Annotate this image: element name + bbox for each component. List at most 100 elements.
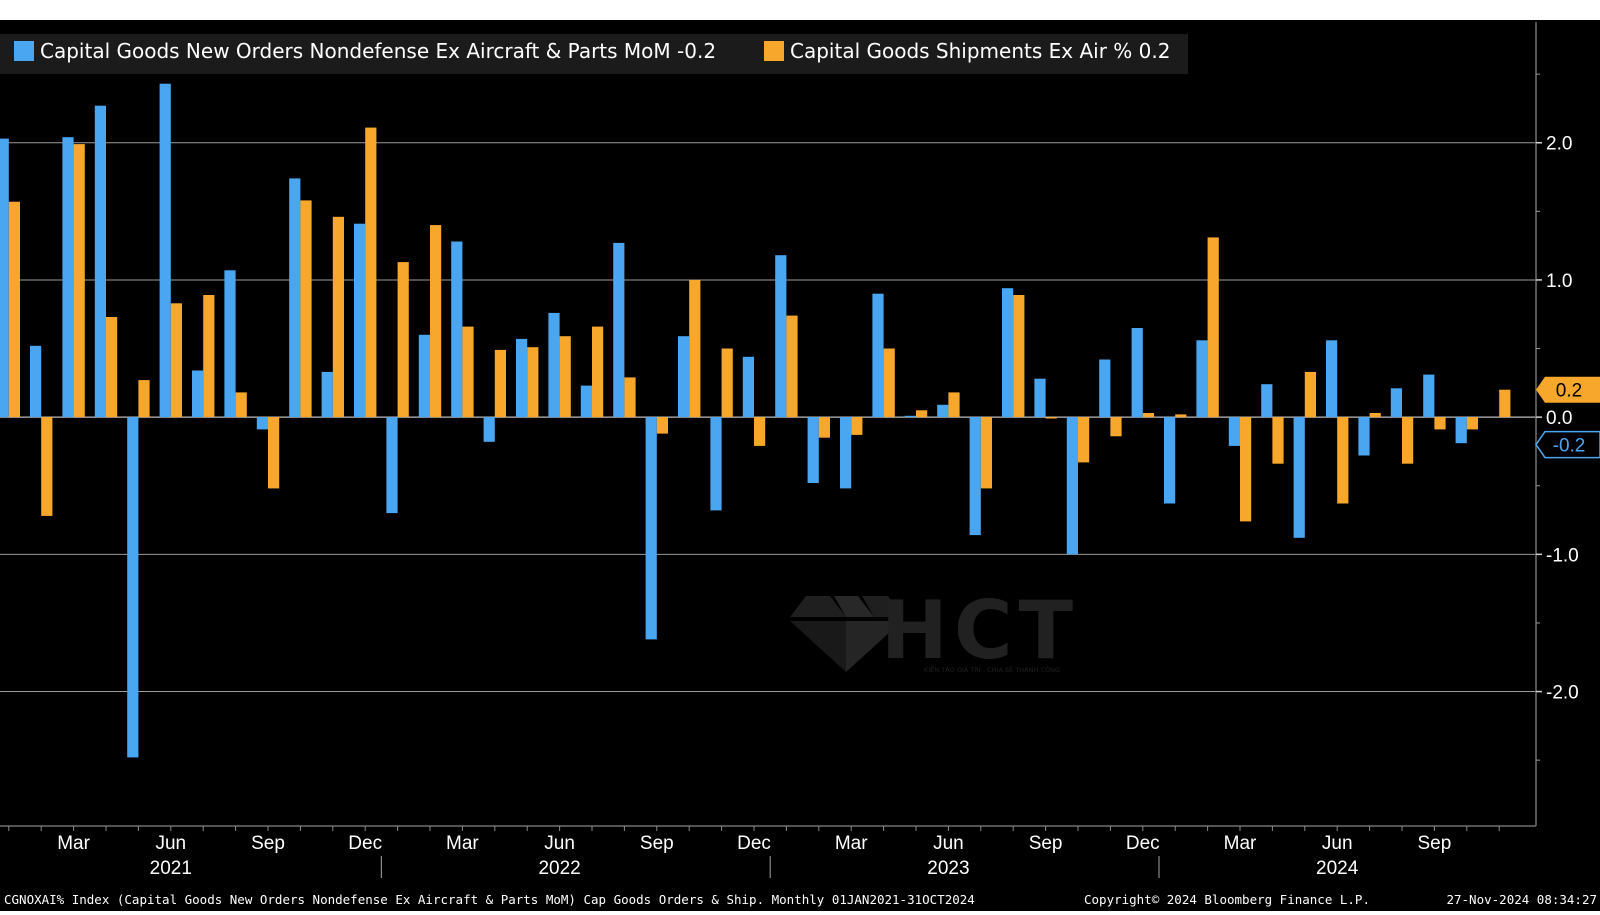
x-month-label: Dec — [737, 833, 771, 854]
x-month-label: Jun — [1322, 833, 1353, 854]
bar-new-orders — [742, 356, 754, 418]
x-year-label: 2022 — [538, 858, 580, 879]
bar-shipments — [203, 295, 215, 418]
bar-new-orders — [418, 334, 430, 418]
bar-new-orders — [1423, 374, 1435, 418]
bar-new-orders — [127, 417, 139, 758]
x-year-label: 2021 — [150, 858, 192, 879]
bar-new-orders — [1358, 417, 1370, 456]
bar-shipments — [332, 216, 344, 418]
bar-new-orders — [1228, 417, 1240, 446]
x-month-label: Sep — [640, 833, 674, 854]
legend: Capital Goods New Orders Nondefense Ex A… — [0, 34, 1188, 74]
bar-new-orders — [1196, 340, 1208, 418]
legend-swatch-new-orders — [14, 41, 34, 61]
footer-source: CGNOXAI% Index (Capital Goods New Orders… — [4, 892, 975, 907]
bar-new-orders — [354, 223, 366, 418]
bar-shipments — [559, 336, 571, 418]
chart-background — [0, 20, 1600, 911]
x-month-label: Sep — [1029, 833, 1063, 854]
x-month-label: Mar — [446, 833, 479, 854]
x-axis: Mar Jun Sep Dec Mar Jun Sep Dec Mar Jun Sep Dec Mar J… — [8, 826, 1500, 879]
bar-new-orders — [62, 137, 74, 418]
bar-shipments — [1207, 237, 1219, 418]
bar-new-orders — [613, 242, 625, 418]
bar-new-orders — [969, 417, 981, 536]
bar-shipments — [462, 326, 474, 418]
bars-group — [0, 83, 1511, 758]
bar-shipments — [754, 417, 766, 446]
x-month-label: Jun — [155, 833, 186, 854]
bar-new-orders — [807, 417, 819, 483]
bar-new-orders — [321, 371, 333, 418]
last-value-badges: 0.2 -0.2 — [1535, 376, 1600, 459]
bar-new-orders — [1099, 359, 1111, 418]
bar-shipments — [624, 377, 636, 418]
legend-label-shipments: Capital Goods Shipments Ex Air % 0.2 — [790, 39, 1170, 63]
bar-shipments — [1175, 414, 1187, 418]
bar-new-orders — [0, 138, 9, 418]
bar-shipments — [235, 392, 247, 418]
bar-new-orders — [516, 338, 528, 418]
bar-shipments — [883, 348, 895, 418]
x-month-label: Jun — [933, 833, 964, 854]
x-month-label: Mar — [57, 833, 90, 854]
last-value-label: 0.2 — [1556, 381, 1582, 402]
bar-shipments — [268, 417, 280, 489]
bar-new-orders — [678, 336, 690, 418]
bar-shipments — [73, 144, 85, 418]
bar-shipments — [1304, 371, 1316, 418]
bar-shipments — [527, 347, 539, 418]
bar-new-orders — [580, 385, 592, 418]
bar-shipments — [786, 315, 798, 418]
legend-swatch-shipments — [764, 41, 784, 61]
bar-new-orders — [1002, 288, 1014, 418]
bar-shipments — [1078, 417, 1090, 463]
bar-shipments — [721, 348, 733, 418]
x-month-label: Sep — [251, 833, 285, 854]
x-month-label: Mar — [835, 833, 868, 854]
bar-shipments — [818, 417, 830, 438]
bar-new-orders — [1293, 417, 1305, 538]
bar-new-orders — [1164, 417, 1176, 504]
x-month-label: Sep — [1417, 833, 1451, 854]
bar-shipments — [1240, 417, 1252, 522]
bar-shipments — [138, 380, 150, 418]
bar-new-orders — [159, 83, 171, 418]
x-month-label: Jun — [544, 833, 575, 854]
bar-new-orders — [872, 293, 884, 418]
x-year-label: 2024 — [1316, 858, 1359, 879]
bar-shipments — [1110, 417, 1122, 437]
bar-new-orders — [904, 415, 916, 418]
bar-new-orders — [1034, 378, 1046, 418]
bar-shipments — [1013, 295, 1025, 418]
x-month-label: Dec — [348, 833, 382, 854]
bar-shipments — [170, 303, 182, 418]
bar-new-orders — [548, 312, 560, 418]
bar-shipments — [916, 410, 928, 418]
bar-shipments — [1499, 389, 1511, 418]
bar-shipments — [41, 417, 53, 516]
bar-new-orders — [386, 417, 398, 514]
bar-shipments — [494, 349, 506, 418]
hct-logo-diamond-icon — [790, 596, 902, 672]
bar-new-orders — [1066, 417, 1078, 555]
bar-shipments — [1402, 417, 1414, 464]
bar-new-orders — [256, 417, 268, 430]
footer: CGNOXAI% Index (Capital Goods New Orders… — [4, 892, 1597, 907]
bar-new-orders — [937, 404, 949, 418]
bar-shipments — [948, 392, 960, 418]
bar-new-orders — [1131, 328, 1143, 418]
y-tick-label: -1.0 — [1546, 545, 1579, 566]
last-value-badge — [1535, 430, 1600, 459]
bar-new-orders — [94, 105, 106, 418]
x-month-label: Dec — [1126, 833, 1160, 854]
bar-new-orders — [1261, 384, 1273, 418]
bar-shipments — [1142, 413, 1154, 418]
bar-new-orders — [289, 178, 301, 418]
bar-new-orders — [483, 417, 495, 442]
bar-shipments — [8, 201, 20, 418]
bar-new-orders — [224, 270, 236, 418]
bar-shipments — [592, 326, 604, 418]
